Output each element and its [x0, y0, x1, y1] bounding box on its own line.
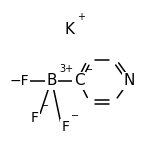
Text: K: K — [65, 22, 75, 37]
Text: F: F — [31, 111, 39, 124]
Text: −F: −F — [10, 74, 29, 88]
Text: −: − — [71, 111, 79, 121]
Text: −: − — [85, 65, 94, 75]
Text: 3+: 3+ — [59, 64, 73, 74]
Text: C: C — [74, 73, 84, 88]
Text: F: F — [61, 120, 69, 134]
Text: B: B — [46, 73, 57, 88]
Text: −: − — [41, 101, 49, 111]
Text: +: + — [77, 12, 85, 22]
Text: N: N — [124, 73, 135, 88]
